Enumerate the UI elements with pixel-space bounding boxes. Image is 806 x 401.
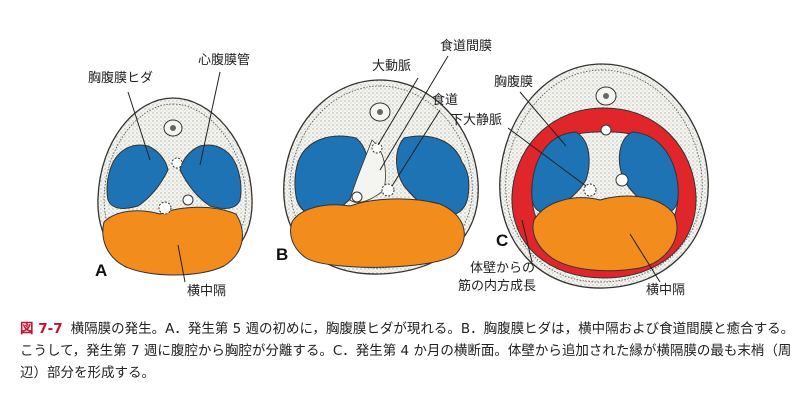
panel-c-ivc <box>583 183 597 197</box>
figure-number: 図 7-7 <box>20 321 63 337</box>
leader-pleuroperitoneal-membrane <box>519 91 567 147</box>
leader-pleuroperitoneal-fold <box>127 91 151 161</box>
label-body-wall-line1: 体壁からの <box>470 261 535 276</box>
panel-b-body-wall-ring <box>289 85 473 269</box>
panel-a-labels: 胸腹膜ヒダ 心腹膜管 横中隔 A <box>88 52 250 299</box>
leader-septum-transversum-c <box>629 233 661 283</box>
leader-septum-transversum-a <box>177 244 186 283</box>
label-pleuroperitoneal-membrane: 胸腹膜 <box>494 74 533 90</box>
panel-a-vein <box>182 194 194 206</box>
panel-a-cross-section <box>97 97 253 276</box>
panel-a-letter: A <box>95 261 107 280</box>
panel-c-esophagus <box>615 173 629 187</box>
leader-pericardioperitoneal-canal <box>199 71 221 166</box>
panel-c-vertebra <box>603 93 609 99</box>
panel-b-septum-transversum <box>290 198 465 268</box>
panel-a-vertebra <box>170 125 176 131</box>
panel-c-aorta <box>600 124 612 136</box>
figure-caption: 図 7-7 横隔膜の発生。A．発生第 5 週の初めに，胸腹膜ヒダが現れる。B．胸腹… <box>20 318 796 384</box>
panel-b-cross-section <box>283 79 479 275</box>
label-mesoesophagus: 食道間膜 <box>440 38 492 54</box>
panel-c-labels: 胸腹膜 下大静脈 体壁からの 筋の内方成長 横中隔 C <box>450 74 685 298</box>
panel-c-cross-section <box>499 63 709 289</box>
panel-a-esophagus <box>158 201 172 215</box>
leader-body-wall-ingrowth <box>521 219 533 263</box>
label-aorta: 大動脈 <box>372 59 411 74</box>
panel-b-aorta <box>371 142 383 154</box>
panel-c-body-wall-ring <box>505 69 703 283</box>
label-pleuroperitoneal-fold: 胸腹膜ヒダ <box>88 70 153 86</box>
label-septum-transversum-c: 横中隔 <box>646 283 685 298</box>
label-ivc: 下大静脈 <box>450 113 502 128</box>
panel-b-vertebra <box>377 109 383 115</box>
panel-b-letter: B <box>276 245 288 264</box>
diaphragm-development-figure: 胸腹膜ヒダ 心腹膜管 横中隔 A 食道間膜 大動脈 食道 B <box>88 38 709 299</box>
panel-c-septum-transversum <box>532 195 678 272</box>
leader-aorta <box>377 77 419 146</box>
leader-mesoesophagus <box>379 55 449 171</box>
label-esophagus: 食道 <box>432 92 458 108</box>
panel-b-esophagus <box>381 183 395 197</box>
panel-c-letter: C <box>496 231 508 250</box>
panel-b-labels: 食道間膜 大動脈 食道 B <box>276 38 492 264</box>
caption-text: 横隔膜の発生。A．発生第 5 週の初めに，胸腹膜ヒダが現れる。B．胸腹膜ヒダは，… <box>20 321 795 381</box>
panel-a-pleural-cavity-left <box>106 144 169 209</box>
leader-esophagus <box>391 109 441 187</box>
leader-ivc <box>507 127 587 187</box>
panel-b-vein <box>351 191 363 203</box>
label-body-wall-line2: 筋の内方成長 <box>458 278 536 294</box>
label-septum-transversum-a: 横中隔 <box>187 284 226 299</box>
panel-a-aorta <box>171 157 183 169</box>
label-pericardioperitoneal-canal: 心腹膜管 <box>198 52 250 68</box>
panel-a-septum-transversum <box>102 206 243 276</box>
panel-b-pleural-cavity-left <box>294 135 369 217</box>
